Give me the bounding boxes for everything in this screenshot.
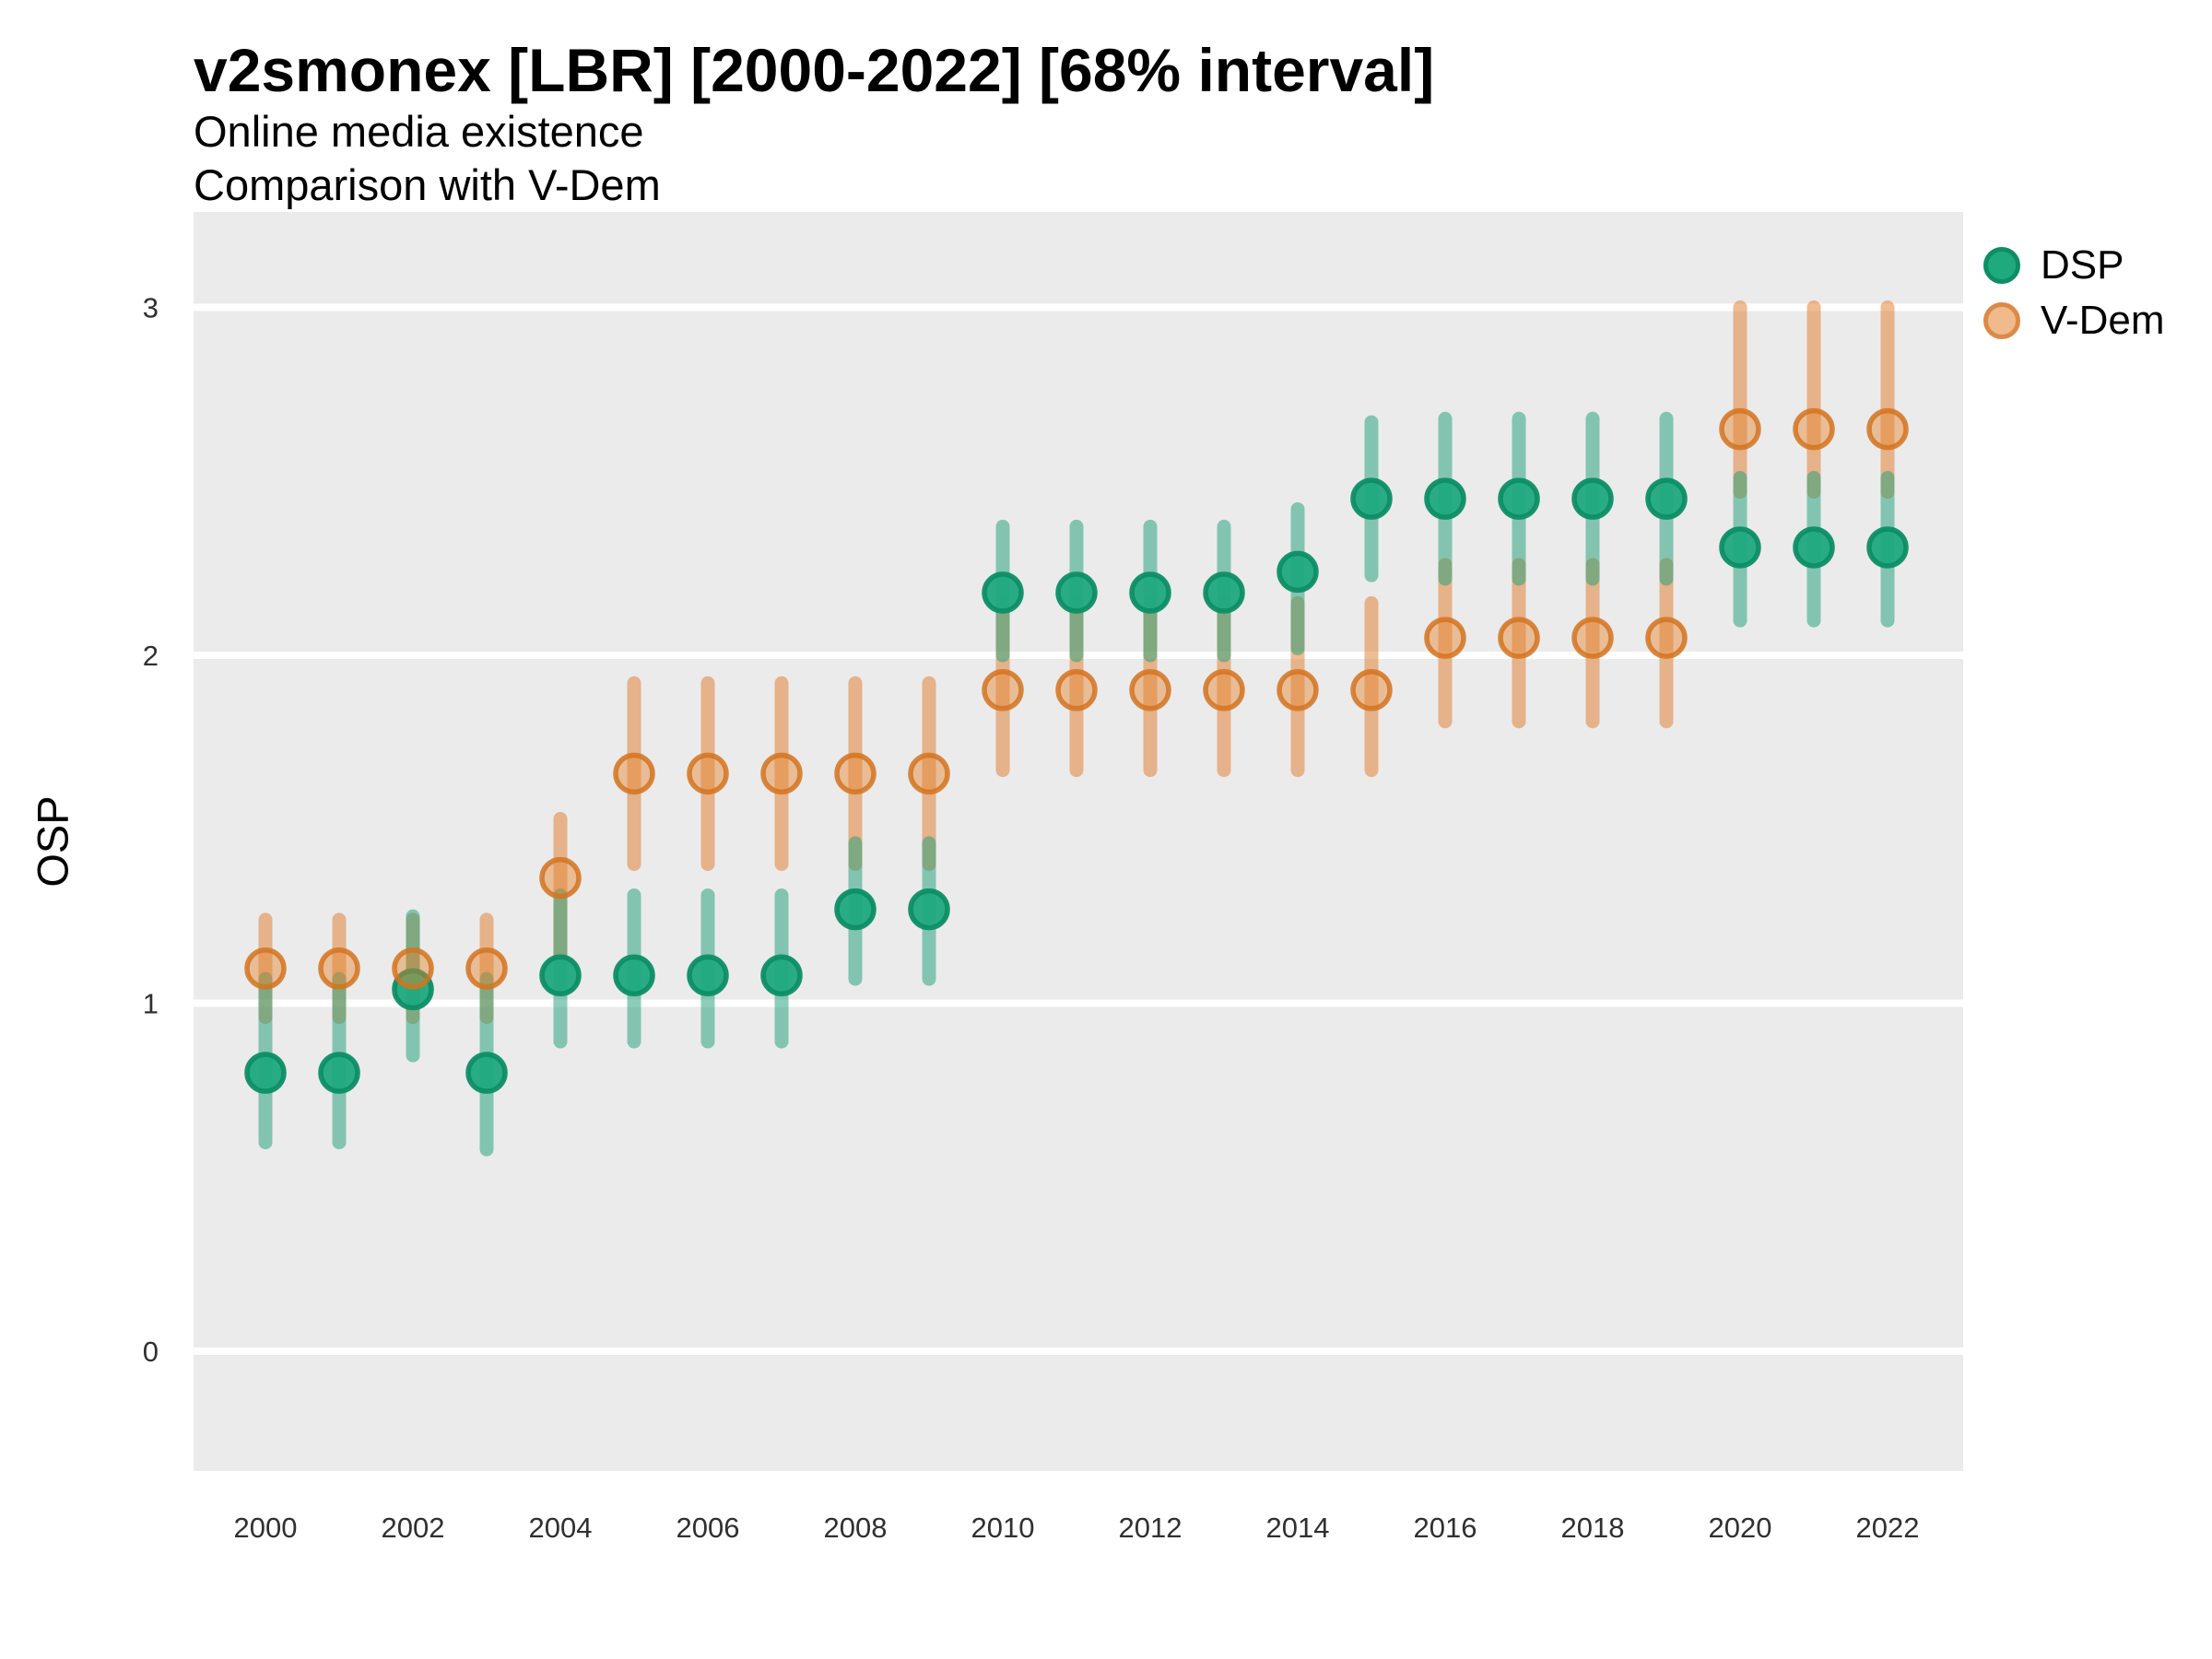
x-tick-label-2004: 2004: [529, 1512, 593, 1544]
y-tick-label-3: 3: [143, 292, 159, 324]
x-tick-label-2008: 2008: [824, 1512, 888, 1544]
vdem-point-2017: [1498, 617, 1540, 659]
vdem-point-2013: [1203, 669, 1245, 712]
dsp-point-2000: [244, 1052, 287, 1094]
vdem-legend-marker-icon: [1983, 302, 2020, 339]
x-tick-label-2022: 2022: [1856, 1512, 1920, 1544]
y-tick-label-1: 1: [143, 988, 159, 1020]
x-tick-label-2000: 2000: [234, 1512, 298, 1544]
vdem-point-2007: [760, 752, 803, 795]
vdem-point-2001: [318, 947, 360, 990]
dsp-point-2004: [539, 954, 582, 997]
vdem-point-2003: [465, 947, 508, 990]
x-tick-label-2006: 2006: [677, 1512, 740, 1544]
x-tick-label-2020: 2020: [1709, 1512, 1772, 1544]
dsp-point-2009: [908, 888, 950, 931]
dsp-point-2003: [465, 1052, 508, 1094]
dsp-point-2019: [1645, 477, 1688, 520]
plot-panel: [194, 212, 1963, 1471]
x-tick-label-2010: 2010: [971, 1512, 1035, 1544]
y-tick-label-2: 2: [143, 640, 159, 672]
dsp-point-2007: [760, 954, 803, 997]
vdem-point-2002: [392, 947, 434, 990]
dsp-point-2006: [687, 954, 729, 997]
vdem-point-2010: [982, 669, 1024, 712]
dsp-point-2020: [1719, 526, 1761, 569]
legend: DSP V-Dem: [1983, 245, 2164, 341]
vdem-point-2004: [539, 856, 582, 900]
dsp-point-2016: [1424, 477, 1466, 520]
vdem-point-2019: [1645, 617, 1688, 659]
chart-header: v2smonex [LBR] [2000-2022] [68% interval…: [194, 36, 1435, 212]
chart-subtitle-line1: Online media existence: [194, 106, 644, 156]
vdem-point-2012: [1129, 669, 1171, 712]
x-tick-label-2002: 2002: [382, 1512, 445, 1544]
dsp-point-2008: [834, 888, 877, 931]
chart-subtitle-line2: Comparison with V-Dem: [194, 160, 661, 210]
dsp-point-2017: [1498, 477, 1540, 520]
legend-item-vdem: V-Dem: [1983, 300, 2164, 341]
dsp-point-2021: [1793, 526, 1835, 569]
vdem-point-2005: [613, 752, 655, 795]
x-tick-label-2014: 2014: [1266, 1512, 1330, 1544]
x-tick-label-2018: 2018: [1561, 1512, 1625, 1544]
vdem-point-2022: [1866, 407, 1909, 451]
legend-label-vdem: V-Dem: [2041, 298, 2165, 343]
vdem-point-2018: [1571, 617, 1614, 659]
dsp-point-2001: [318, 1052, 360, 1094]
legend-label-dsp: DSP: [2041, 242, 2124, 288]
x-tick-label-2016: 2016: [1414, 1512, 1477, 1544]
dsp-point-2015: [1350, 477, 1393, 520]
dsp-point-2013: [1203, 571, 1245, 614]
dsp-point-2012: [1129, 571, 1171, 614]
dsp-point-2018: [1571, 477, 1614, 520]
dsp-legend-marker-icon: [1983, 247, 2020, 284]
dsp-point-2014: [1277, 550, 1319, 594]
vdem-point-2014: [1277, 669, 1319, 712]
y-axis-title: OSP: [28, 795, 77, 888]
vdem-point-2020: [1719, 407, 1761, 451]
dsp-point-2005: [613, 954, 655, 997]
vdem-point-2008: [834, 752, 877, 795]
y-tick-label-0: 0: [143, 1335, 159, 1368]
dsp-point-2010: [982, 571, 1024, 614]
chart-title: v2smonex [LBR] [2000-2022] [68% interval…: [194, 36, 1435, 104]
vdem-point-2011: [1055, 669, 1098, 712]
dsp-point-2022: [1866, 526, 1909, 569]
vdem-point-2016: [1424, 617, 1466, 659]
vdem-point-2009: [908, 752, 950, 795]
legend-item-dsp: DSP: [1983, 245, 2164, 286]
vdem-point-2015: [1350, 669, 1393, 712]
dsp-point-2011: [1055, 571, 1098, 614]
vdem-point-2006: [687, 752, 729, 795]
vdem-point-2000: [244, 947, 287, 990]
vdem-point-2021: [1793, 407, 1835, 451]
x-tick-label-2012: 2012: [1119, 1512, 1182, 1544]
